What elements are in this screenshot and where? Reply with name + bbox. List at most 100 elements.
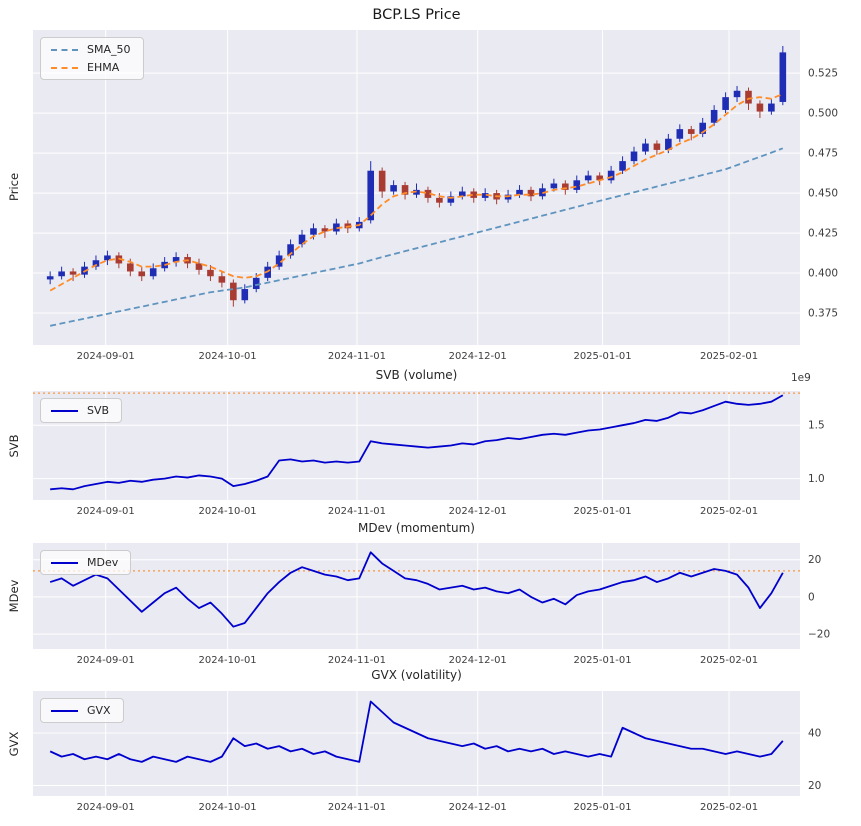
svb-line-sample-icon	[51, 409, 78, 412]
x-tick-label: 2024-12-01	[449, 655, 507, 666]
x-tick-label: 2024-12-01	[449, 351, 507, 362]
subplot-title-svb: SVB (volume)	[375, 368, 458, 382]
candle-body	[470, 191, 478, 198]
candle-body	[653, 143, 661, 150]
x-tick-label: 2024-12-01	[449, 506, 507, 517]
x-tick-label: 2024-10-01	[199, 802, 257, 813]
svb-legend: SVB	[40, 398, 123, 423]
x-tick-label: 2025-02-01	[700, 655, 758, 666]
x-tick-label: 2025-01-01	[573, 506, 631, 517]
y-tick-label: 0.500	[808, 108, 838, 120]
candle-body	[665, 138, 672, 150]
candle-body	[252, 277, 260, 290]
candle-body	[58, 271, 65, 277]
candle-body	[275, 255, 283, 267]
x-tick-label: 2024-10-01	[199, 655, 257, 666]
volume-scale-offset-label: 1e9	[791, 372, 811, 384]
subplot-price: 0.375 0.400 0.425 0.450 0.475 0.500 0.525 2024-…	[33, 30, 838, 362]
candle-body	[584, 175, 592, 181]
ehma-line	[49, 93, 784, 292]
candle-body	[149, 268, 157, 277]
mdev-line	[49, 551, 784, 628]
candle-body	[207, 269, 214, 277]
candle-body	[447, 196, 455, 203]
subplot-title-mdev: MDev (momentum)	[358, 521, 475, 535]
gvx-legend: GVX	[40, 698, 124, 723]
sma_50-line	[49, 147, 784, 327]
ehma-line-sample-icon	[51, 66, 78, 69]
y-tick-label: 0.375	[808, 308, 838, 320]
y-tick-label: 1.0	[808, 473, 825, 485]
legend-entry-mdev: MDev	[51, 557, 118, 568]
candle-body	[722, 97, 729, 110]
x-tick-label: 2024-09-01	[77, 351, 135, 362]
candle-body	[676, 129, 684, 139]
candle-body	[573, 180, 581, 190]
subplot-gvx: 20 40 2024-09-01 2024-10-01 2024-11-01 2024-1…	[33, 691, 821, 813]
legend-label-mdev: MDev	[87, 556, 119, 569]
candle-body	[596, 175, 603, 181]
candle-body	[607, 170, 615, 181]
candle-body	[401, 185, 409, 195]
candle-body	[630, 151, 638, 162]
x-tick-label: 2024-11-01	[328, 655, 386, 666]
candle-body	[195, 263, 203, 270]
candle-body	[104, 255, 111, 261]
legend-label-sma50: SMA_50	[87, 43, 131, 56]
y-tick-label: 0.400	[808, 268, 838, 280]
candle-body	[230, 282, 237, 301]
x-tick-label: 2025-01-01	[573, 802, 631, 813]
legend-label-svb: SVB	[87, 404, 110, 417]
legend-label-ehma: EHMA	[87, 61, 120, 74]
x-tick-label: 2024-12-01	[449, 802, 507, 813]
y-tick-label: 20	[808, 554, 821, 566]
candle-body	[733, 90, 741, 98]
y-tick-label: 0	[808, 591, 815, 603]
candle-body	[46, 276, 54, 280]
y-tick-label: 1.5	[808, 420, 825, 432]
candle-body	[378, 170, 386, 192]
x-tick-label: 2024-11-01	[328, 506, 386, 517]
legend-entry-sma50: SMA_50	[51, 44, 131, 55]
candle-body	[127, 263, 134, 272]
candle-body	[424, 189, 432, 198]
x-tick-label: 2025-01-01	[573, 655, 631, 666]
candle-body	[298, 234, 306, 245]
plot-background	[33, 391, 800, 500]
y-tick-label: 0.425	[808, 228, 838, 240]
candle-body	[745, 90, 752, 104]
legend-entry-gvx: GVX	[51, 705, 111, 716]
candle-body	[619, 161, 626, 171]
plot-background	[33, 691, 800, 796]
candle-body	[458, 191, 466, 197]
candle-body	[562, 183, 569, 190]
gvx-axis-label: GVX	[7, 731, 21, 757]
y-tick-label: −20	[808, 629, 830, 641]
candle-body	[172, 257, 180, 262]
candle-body	[710, 109, 718, 123]
candle-body	[287, 244, 294, 256]
x-tick-label: 2025-02-01	[700, 506, 758, 517]
candle-body	[138, 271, 146, 277]
sma50-line-sample-icon	[51, 48, 78, 51]
x-tick-label: 2024-09-01	[77, 802, 135, 813]
figure-title: BCP.LS Price	[372, 7, 461, 23]
candle-body	[321, 228, 329, 232]
candle-body	[756, 103, 764, 112]
candle-body	[436, 197, 443, 203]
mdev-legend: MDev	[40, 550, 132, 575]
candle-body	[687, 129, 695, 134]
x-tick-label: 2024-09-01	[77, 506, 135, 517]
price-legend: SMA_50 EHMA	[40, 37, 144, 80]
y-tick-label: 40	[808, 728, 821, 740]
candle-body	[699, 122, 706, 134]
x-tick-label: 2024-11-01	[328, 351, 386, 362]
candle-body	[92, 260, 100, 267]
legend-entry-svb: SVB	[51, 405, 109, 416]
subplot-title-gvx: GVX (volatility)	[371, 668, 462, 682]
candle-body	[779, 52, 787, 102]
mdev-line-sample-icon	[51, 561, 78, 564]
x-tick-label: 2024-10-01	[199, 506, 257, 517]
